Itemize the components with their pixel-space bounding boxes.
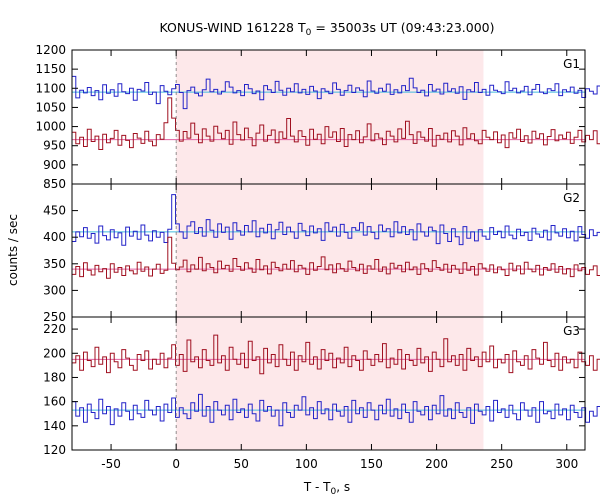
highlight-interval — [176, 50, 484, 184]
panel-label: G2 — [563, 191, 580, 205]
step-series — [72, 236, 600, 279]
x-tick-label: 150 — [360, 457, 383, 471]
y-tick-label: 850 — [43, 177, 66, 191]
y-tick-label: 1050 — [35, 100, 66, 114]
highlight-interval — [176, 317, 484, 450]
y-tick-label: 120 — [43, 443, 66, 457]
panel-label: G1 — [563, 57, 580, 71]
chart-title: KONUS-WIND 161228 T0 = 35003s UT (09:43:… — [159, 20, 494, 38]
y-tick-label: 350 — [43, 257, 66, 271]
x-tick-label: 200 — [425, 457, 448, 471]
y-tick-label: 300 — [43, 283, 66, 297]
step-series — [72, 75, 600, 110]
x-tick-label: 300 — [555, 457, 578, 471]
x-tick-label: 100 — [295, 457, 318, 471]
y-tick-label: 250 — [43, 310, 66, 324]
y-tick-label: 220 — [43, 322, 66, 336]
panel-label: G3 — [563, 324, 580, 338]
series-red-g1 — [72, 97, 600, 150]
highlight-interval — [176, 184, 484, 317]
y-tick-label: 1150 — [35, 62, 66, 76]
step-series — [72, 194, 600, 246]
series-blue-g2 — [72, 194, 600, 246]
step-series — [72, 334, 600, 375]
highlight-layer — [176, 50, 484, 450]
y-tick-label: 1100 — [35, 81, 66, 95]
axes-layer: 85090095010001050110011501200G1250300350… — [35, 43, 586, 471]
y-tick-label: 180 — [43, 370, 66, 384]
y-tick-label: 900 — [43, 158, 66, 172]
y-tick-label: 160 — [43, 395, 66, 409]
x-tick-label: 50 — [234, 457, 249, 471]
y-tick-label: 140 — [43, 419, 66, 433]
y-tick-label: 200 — [43, 346, 66, 360]
series-layer — [72, 75, 600, 427]
series-blue-g3 — [72, 393, 600, 427]
step-series — [72, 393, 600, 427]
series-blue-g1 — [72, 75, 600, 110]
series-red-g3 — [72, 334, 600, 375]
y-tick-label: 950 — [43, 139, 66, 153]
y-tick-label: 1000 — [35, 120, 66, 134]
y-axis-label: counts / sec — [6, 214, 20, 286]
y-tick-label: 1200 — [35, 43, 66, 57]
y-tick-label: 450 — [43, 204, 66, 218]
x-axis-label: T - T0, s — [303, 480, 350, 497]
x-tick-label: 0 — [172, 457, 180, 471]
series-red-g2 — [72, 236, 600, 279]
y-tick-label: 400 — [43, 230, 66, 244]
step-series — [72, 97, 600, 150]
x-tick-label: -50 — [101, 457, 121, 471]
x-tick-label: 250 — [490, 457, 513, 471]
panel-frame-g3 — [71, 316, 586, 451]
